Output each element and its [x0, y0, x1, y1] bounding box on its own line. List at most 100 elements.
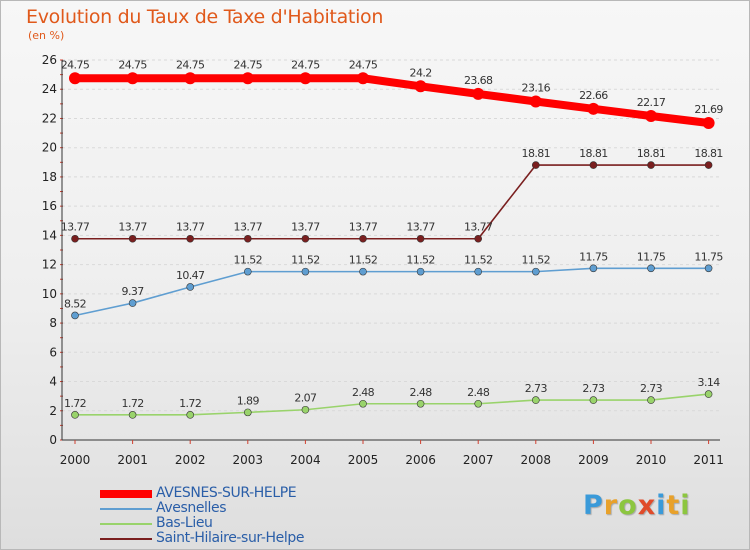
logo-letter: i	[680, 490, 691, 521]
data-label-saint-hilaire-sur-helpe: 13.77	[234, 221, 263, 234]
y-tick-label: 16	[42, 199, 57, 213]
x-tick-label: 2007	[463, 453, 494, 467]
data-point-bas-lieu	[474, 399, 483, 408]
data-point-avesnelles	[71, 311, 79, 320]
x-tick-label: 2001	[117, 453, 148, 467]
data-point-avesnelles	[647, 264, 655, 273]
data-label-avesnes-sur-helpe: 23.16	[522, 82, 551, 95]
data-point-saint-hilaire-sur-helpe	[589, 161, 598, 169]
data-point-avesnelles	[186, 283, 194, 291]
x-tick-label: 2008	[521, 453, 552, 467]
data-point-avesnes-sur-helpe	[357, 72, 369, 85]
series-line-saint-hilaire-sur-helpe	[74, 164, 710, 240]
data-point-bas-lieu	[186, 411, 194, 419]
data-point-saint-hilaire-sur-helpe	[128, 234, 137, 243]
data-point-avesnes-sur-helpe	[299, 72, 312, 85]
data-label-saint-hilaire-sur-helpe: 13.77	[61, 221, 90, 234]
data-point-bas-lieu	[301, 405, 310, 414]
data-point-saint-hilaire-sur-helpe	[704, 161, 713, 169]
y-tick-label: 26	[42, 53, 57, 67]
data-point-avesnes-sur-helpe	[702, 116, 715, 129]
y-tick-label: 8	[49, 316, 57, 330]
data-point-bas-lieu	[589, 396, 598, 404]
data-point-saint-hilaire-sur-helpe	[416, 234, 425, 243]
data-point-avesnes-sur-helpe	[126, 72, 139, 85]
data-point-saint-hilaire-sur-helpe	[359, 234, 367, 243]
series-line-bas-lieu	[74, 393, 710, 416]
data-label-bas-lieu: 2.48	[410, 386, 433, 399]
data-label-avesnelles: 11.52	[349, 254, 378, 267]
y-tick-label: 2	[49, 404, 57, 418]
data-point-avesnes-sur-helpe	[587, 102, 600, 115]
y-tick-label: 22	[42, 111, 57, 125]
legend-label: AVESNES-SUR-HELPE	[156, 485, 297, 501]
y-tick-label: 0	[49, 433, 57, 447]
data-label-avesnelles: 11.52	[291, 254, 320, 267]
x-tick-label: 2005	[348, 453, 379, 467]
data-point-saint-hilaire-sur-helpe	[531, 161, 540, 169]
data-label-bas-lieu: 2.73	[640, 382, 663, 395]
data-label-saint-hilaire-sur-helpe: 18.81	[579, 147, 608, 160]
data-label-avesnes-sur-helpe: 24.75	[349, 58, 378, 71]
y-tick-label: 10	[42, 287, 57, 301]
unit-label: (en %)	[28, 29, 65, 42]
data-point-avesnelles	[244, 267, 252, 276]
data-label-bas-lieu: 2.07	[294, 392, 317, 405]
logo-letter: i	[656, 490, 667, 521]
data-point-avesnes-sur-helpe	[414, 80, 427, 93]
data-point-avesnelles	[474, 267, 483, 276]
x-tick-label: 2004	[290, 453, 321, 467]
data-point-avesnes-sur-helpe	[241, 72, 254, 85]
data-label-avesnes-sur-helpe: 22.17	[637, 96, 666, 109]
data-label-bas-lieu: 2.48	[352, 386, 375, 399]
data-label-bas-lieu: 2.73	[525, 382, 548, 395]
data-label-avesnelles: 11.52	[406, 254, 435, 267]
data-point-avesnelles	[704, 264, 713, 273]
data-label-bas-lieu: 2.48	[467, 386, 490, 399]
data-label-avesnelles: 11.52	[522, 254, 551, 267]
legend-swatch	[100, 508, 152, 510]
data-label-saint-hilaire-sur-helpe: 13.77	[406, 221, 435, 234]
y-tick-label: 24	[42, 82, 57, 96]
data-point-saint-hilaire-sur-helpe	[647, 161, 655, 169]
data-label-avesnes-sur-helpe: 23.68	[464, 74, 493, 87]
legend-swatch	[100, 490, 152, 498]
y-tick-label: 20	[42, 141, 57, 155]
chart-title: Evolution du Taux de Taxe d'Habitation	[26, 6, 384, 28]
data-point-avesnes-sur-helpe	[69, 72, 81, 85]
data-point-avesnelles	[589, 264, 598, 273]
data-point-avesnelles	[359, 267, 367, 276]
data-label-avesnes-sur-helpe: 24.75	[118, 58, 147, 71]
data-point-avesnes-sur-helpe	[472, 87, 485, 100]
data-label-avesnelles: 10.47	[176, 269, 205, 282]
data-point-saint-hilaire-sur-helpe	[244, 234, 252, 243]
data-label-saint-hilaire-sur-helpe: 13.77	[118, 221, 147, 234]
data-label-avesnes-sur-helpe: 24.75	[291, 58, 320, 71]
logo-letter: r	[603, 490, 619, 521]
logo-letter: x	[637, 490, 657, 521]
data-label-avesnelles: 11.52	[234, 254, 263, 267]
data-label-saint-hilaire-sur-helpe: 18.81	[522, 147, 551, 160]
data-point-bas-lieu	[531, 396, 540, 404]
x-tick-label: 2003	[233, 453, 264, 467]
data-label-avesnelles: 8.52	[64, 297, 86, 310]
data-label-avesnelles: 11.75	[637, 250, 666, 263]
data-point-bas-lieu	[128, 411, 137, 419]
x-tick-label: 2011	[693, 453, 724, 467]
data-label-saint-hilaire-sur-helpe: 13.77	[349, 221, 378, 234]
data-point-avesnelles	[416, 267, 425, 276]
data-point-bas-lieu	[244, 408, 252, 417]
data-point-saint-hilaire-sur-helpe	[474, 234, 483, 243]
logo-letter: t	[666, 490, 681, 521]
data-label-avesnes-sur-helpe: 24.75	[61, 58, 90, 71]
data-label-avesnelles: 9.37	[122, 285, 145, 298]
data-label-bas-lieu: 2.73	[582, 382, 605, 395]
y-tick-label: 18	[42, 170, 57, 184]
proxiti-logo: Proxiti	[583, 490, 691, 521]
data-point-avesnelles	[531, 267, 540, 276]
data-label-avesnelles: 11.75	[694, 250, 723, 263]
data-label-avesnes-sur-helpe: 22.66	[579, 89, 608, 102]
data-point-bas-lieu	[71, 411, 79, 419]
data-point-saint-hilaire-sur-helpe	[71, 234, 79, 243]
